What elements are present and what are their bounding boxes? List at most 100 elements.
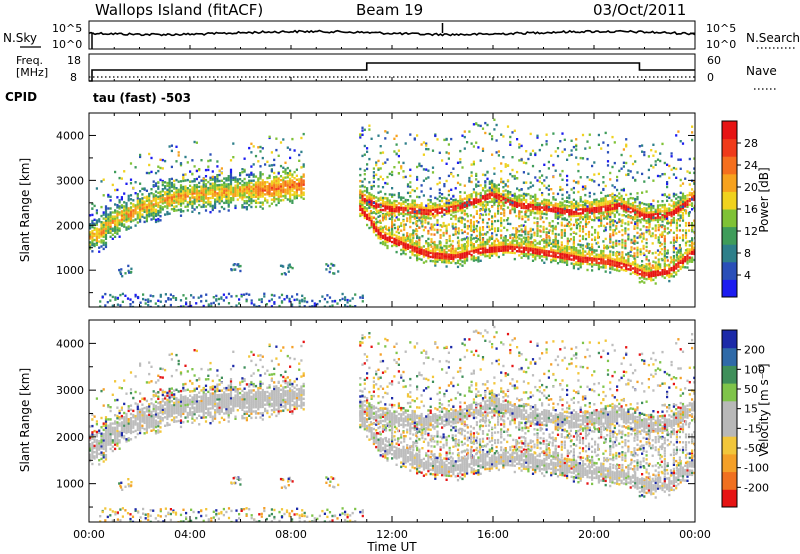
power-cell bbox=[241, 168, 244, 171]
power-cell bbox=[625, 193, 628, 197]
power-cell bbox=[629, 254, 632, 257]
power-cell bbox=[668, 231, 671, 234]
power-cell bbox=[454, 202, 457, 206]
power-cell bbox=[391, 228, 394, 231]
power-cell bbox=[554, 235, 557, 238]
power-cell bbox=[636, 249, 639, 252]
power-cell bbox=[568, 154, 571, 157]
power-cell bbox=[584, 220, 588, 223]
power-cell bbox=[663, 193, 666, 197]
power-cell bbox=[434, 214, 437, 217]
power-cell bbox=[250, 173, 253, 176]
power-cell bbox=[581, 188, 585, 191]
power-cell bbox=[445, 200, 448, 203]
power-cell bbox=[450, 253, 453, 256]
power-cell bbox=[529, 227, 532, 231]
power-cell bbox=[511, 194, 514, 197]
power-cell bbox=[652, 154, 655, 157]
power-cell bbox=[531, 164, 535, 168]
power-cell bbox=[488, 252, 491, 255]
power-cell bbox=[475, 141, 478, 144]
power-cell bbox=[516, 201, 519, 204]
power-cell bbox=[91, 202, 94, 206]
power-cell bbox=[550, 246, 553, 249]
power-cell bbox=[289, 177, 292, 181]
power-cell bbox=[611, 184, 614, 187]
power-cell bbox=[404, 204, 407, 208]
power-cell bbox=[686, 262, 689, 265]
power-cell bbox=[388, 233, 391, 237]
power-cell bbox=[633, 247, 636, 250]
power-cell bbox=[436, 231, 439, 234]
power-cell bbox=[95, 231, 98, 234]
power-cell bbox=[229, 182, 233, 186]
power-cell bbox=[393, 237, 396, 241]
power-cell bbox=[509, 211, 512, 215]
power-cell bbox=[643, 202, 646, 206]
power-cell bbox=[516, 170, 519, 174]
power-cell bbox=[631, 267, 635, 270]
power-cell bbox=[666, 270, 669, 273]
power-cell bbox=[604, 131, 607, 135]
power-cell bbox=[616, 202, 619, 206]
power-cell bbox=[252, 163, 255, 166]
power-cell bbox=[452, 233, 455, 236]
power-cell bbox=[693, 194, 695, 197]
power-cell bbox=[663, 227, 666, 231]
power-cell bbox=[257, 179, 260, 182]
power-cell bbox=[666, 251, 669, 255]
power-cell bbox=[277, 191, 280, 194]
power-cell bbox=[100, 241, 103, 244]
power-cell bbox=[395, 204, 398, 207]
power-cell bbox=[500, 194, 503, 198]
power-cell bbox=[651, 234, 654, 238]
power-cell bbox=[681, 182, 685, 185]
power-cell bbox=[438, 188, 441, 191]
power-cell bbox=[111, 219, 114, 222]
power-cell bbox=[622, 199, 625, 203]
power-cell bbox=[488, 256, 491, 259]
power-cell bbox=[563, 206, 566, 209]
power-cell bbox=[282, 184, 285, 188]
power-cell bbox=[433, 216, 436, 219]
power-cell bbox=[436, 197, 439, 201]
power-cell bbox=[491, 246, 494, 249]
power-cell bbox=[518, 230, 521, 233]
power-cell bbox=[442, 221, 445, 225]
power-cell bbox=[661, 204, 664, 207]
power-cell bbox=[627, 268, 630, 271]
power-cell bbox=[450, 261, 453, 264]
power-cell bbox=[441, 205, 444, 208]
power-cell bbox=[157, 169, 160, 173]
power-cell bbox=[502, 245, 505, 248]
power-cell bbox=[404, 246, 407, 250]
power-cell bbox=[495, 188, 498, 191]
power-cell bbox=[541, 255, 544, 258]
power-cell bbox=[588, 258, 591, 262]
power-cell bbox=[411, 209, 414, 212]
power-cell bbox=[681, 206, 685, 210]
power-cell bbox=[606, 144, 610, 147]
power-cell bbox=[516, 177, 519, 180]
power-cell bbox=[100, 214, 103, 218]
power-cell bbox=[102, 243, 105, 247]
power-cell bbox=[659, 233, 662, 237]
power-cell bbox=[168, 212, 171, 215]
power-cell bbox=[556, 212, 560, 215]
power-cell bbox=[459, 191, 462, 194]
power-cell bbox=[127, 219, 130, 222]
power-cell bbox=[397, 202, 400, 205]
power-cell bbox=[570, 200, 573, 204]
power-cell bbox=[273, 194, 276, 197]
power-cell bbox=[693, 171, 695, 175]
power-cell bbox=[538, 170, 541, 173]
power-cell bbox=[591, 248, 594, 251]
power-cell bbox=[241, 196, 244, 199]
power-cell bbox=[572, 210, 575, 214]
power-cell bbox=[639, 253, 642, 256]
power-cell bbox=[579, 208, 582, 211]
power-cell bbox=[481, 240, 485, 244]
power-cell bbox=[622, 189, 625, 192]
power-cell bbox=[513, 198, 516, 202]
power-cell bbox=[204, 185, 208, 188]
